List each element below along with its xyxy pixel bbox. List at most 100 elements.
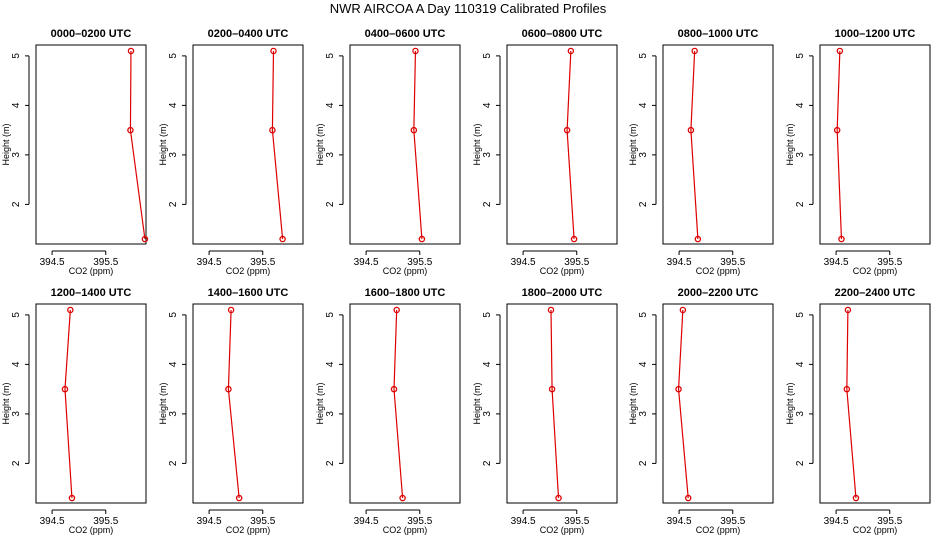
plot-frame (349, 303, 461, 504)
data-point (269, 126, 276, 134)
data-point (68, 494, 76, 502)
y-axis-label: Height (m) (158, 382, 168, 424)
panel-title: 1000–1200 UTC (835, 28, 916, 40)
y-axis-label: Height (m) (315, 382, 325, 424)
y-axis-label: Height (m) (315, 123, 325, 165)
x-tick-label: 395.5 (250, 257, 275, 268)
y-tick-label: 4 (795, 361, 806, 367)
x-axis-label: CO2 (ppm) (226, 525, 271, 535)
y-tick-label: 4 (638, 102, 649, 108)
plot-frame (662, 303, 774, 504)
y-tick-label: 3 (482, 152, 493, 158)
panel-title: 1200–1400 UTC (51, 287, 132, 299)
data-point (833, 126, 841, 134)
x-tick-label: 394.5 (511, 257, 536, 268)
plot-frame (819, 303, 931, 504)
data-point (567, 47, 575, 55)
panel-title: 0000–0200 UTC (51, 28, 132, 40)
y-tick-label: 2 (638, 201, 649, 207)
data-point (555, 494, 562, 502)
plot-frame (662, 44, 774, 245)
y-tick-label: 4 (482, 361, 493, 367)
y-axis-label: Height (m) (1, 382, 11, 424)
data-point (279, 235, 286, 243)
y-tick-label: 4 (11, 361, 22, 367)
plot-frame (506, 303, 618, 504)
panel-title: 1800–2000 UTC (522, 287, 603, 299)
y-axis-label: Height (m) (472, 123, 482, 165)
data-point (61, 385, 69, 393)
x-tick-label: 395.5 (250, 516, 275, 527)
y-tick-label: 5 (11, 53, 22, 59)
data-point (270, 47, 277, 55)
y-tick-label: 5 (638, 312, 649, 318)
y-tick-label: 5 (168, 53, 179, 59)
y-tick-label: 5 (325, 312, 336, 318)
x-axis-label: CO2 (ppm) (540, 525, 585, 535)
x-tick-label: 394.5 (511, 516, 536, 527)
y-tick-label: 5 (795, 312, 806, 318)
profile-line (271, 50, 284, 240)
x-tick-label: 395.5 (407, 257, 432, 268)
data-point (838, 235, 845, 243)
x-tick-label: 394.5 (824, 257, 849, 268)
y-tick-label: 4 (325, 361, 336, 367)
x-tick-label: 395.5 (93, 516, 118, 527)
x-tick-label: 394.5 (40, 257, 65, 268)
y-tick-label: 4 (11, 102, 22, 108)
data-point (570, 235, 578, 243)
plot-frame (192, 44, 304, 245)
profile-line (677, 309, 689, 499)
x-axis-label: CO2 (ppm) (69, 525, 114, 535)
data-point (684, 494, 692, 502)
y-tick-label: 5 (482, 312, 493, 318)
y-tick-label: 2 (11, 201, 22, 207)
data-point (225, 385, 232, 393)
y-tick-label: 4 (168, 361, 179, 367)
y-tick-label: 2 (482, 201, 493, 207)
y-tick-label: 4 (482, 102, 493, 108)
data-point (393, 306, 400, 314)
y-tick-label: 3 (638, 152, 649, 158)
x-axis-label: CO2 (ppm) (383, 266, 428, 276)
panel-title: 0800–1000 UTC (678, 28, 759, 40)
data-point (679, 306, 687, 314)
y-tick-label: 3 (482, 411, 493, 417)
panel-title: 1600–1800 UTC (365, 287, 446, 299)
plot-frame (349, 44, 461, 245)
x-tick-label: 395.5 (564, 257, 589, 268)
profile-line (836, 50, 843, 240)
y-tick-label: 3 (325, 411, 336, 417)
panel-title: 1400–1600 UTC (208, 287, 289, 299)
data-point (836, 47, 844, 55)
y-tick-label: 4 (795, 102, 806, 108)
data-point (691, 47, 698, 55)
x-tick-label: 395.5 (877, 257, 902, 268)
y-axis-label: Height (m) (472, 382, 482, 424)
y-tick-label: 2 (325, 201, 336, 207)
data-point (547, 306, 555, 314)
profile-line (129, 50, 146, 240)
x-tick-label: 394.5 (197, 516, 222, 527)
y-tick-label: 5 (638, 53, 649, 59)
data-point (390, 385, 398, 393)
x-axis-label: CO2 (ppm) (696, 525, 741, 535)
y-tick-label: 3 (11, 411, 22, 417)
y-axis-label: Height (m) (1, 123, 11, 165)
profile-line (550, 309, 560, 499)
y-tick-label: 5 (11, 312, 22, 318)
y-tick-label: 5 (482, 53, 493, 59)
data-point (843, 385, 851, 393)
y-tick-label: 3 (638, 411, 649, 417)
y-tick-label: 2 (638, 460, 649, 466)
panel-title: 2200–2400 UTC (835, 287, 916, 299)
data-point (127, 47, 135, 55)
panel-title: 0400–0600 UTC (365, 28, 446, 40)
y-tick-label: 2 (11, 460, 22, 466)
y-tick-label: 5 (168, 312, 179, 318)
x-tick-label: 395.5 (720, 257, 745, 268)
